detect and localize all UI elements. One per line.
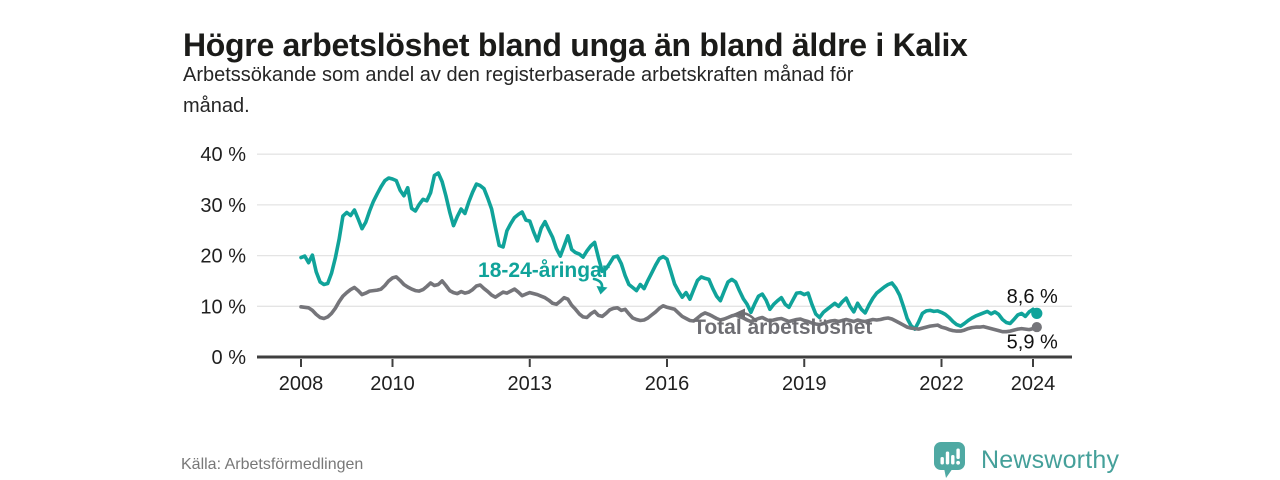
axis-layer: 0 % 10 % 20 % 30 % 40 % 2008 2010 2013 2016 2019 2…	[200, 144, 1072, 395]
chart-subtitle: Arbetssökande som andel av den registerb…	[183, 60, 853, 122]
x-tick-label: 2008	[279, 373, 324, 395]
annotation-arrow-young	[592, 277, 608, 295]
y-tick-label: 20 %	[200, 246, 246, 268]
line-chart-svg: 0 % 10 % 20 % 30 % 40 % 2008 2010 2013 2016 2019 2…	[200, 144, 1072, 395]
line-chart: 0 % 10 % 20 % 30 % 40 % 2008 2010 2013 2016 2019 2…	[160, 135, 1160, 410]
newsworthy-logo: Newsworthy	[931, 440, 1119, 480]
chart-title: Högre arbetslöshet bland unga än bland ä…	[183, 27, 968, 64]
source-note: Källa: Arbetsförmedlingen	[181, 456, 364, 473]
x-tick-label: 2013	[508, 373, 553, 395]
y-tick-label: 40 %	[200, 144, 246, 166]
label-layer: 8,6 % 18-24-åringar 5,9 % Total arbetslöshe…	[478, 259, 1058, 354]
end-value-label-total: 5,9 %	[1007, 332, 1058, 354]
end-dot-total	[1031, 321, 1042, 333]
grid-layer	[257, 153, 1072, 307]
annotation-arrow-total	[734, 308, 758, 323]
series-label-young: 18-24-åringar	[478, 259, 610, 282]
series-label-total: Total arbetslöshet	[693, 316, 872, 339]
x-tick-label: 2022	[919, 373, 964, 395]
x-tick-label: 2019	[782, 373, 827, 395]
chart-subtitle-line1: Arbetssökande som andel av den registerb…	[183, 64, 854, 86]
x-tick-label: 2016	[645, 373, 690, 395]
y-tick-label: 0 %	[212, 347, 247, 369]
end-dot-young	[1031, 307, 1043, 319]
x-tick-label: 2010	[370, 373, 415, 395]
chart-subtitle-line2: månad.	[183, 95, 250, 117]
series-layer	[299, 171, 1043, 334]
newsworthy-icon	[934, 442, 965, 478]
end-value-label-young: 8,6 %	[1007, 286, 1058, 308]
newsworthy-wordmark: Newsworthy	[981, 445, 1120, 474]
y-tick-label: 10 %	[200, 296, 246, 318]
series-line-total	[299, 275, 1039, 334]
y-tick-label: 30 %	[200, 195, 246, 217]
x-tick-label: 2024	[1011, 373, 1056, 395]
